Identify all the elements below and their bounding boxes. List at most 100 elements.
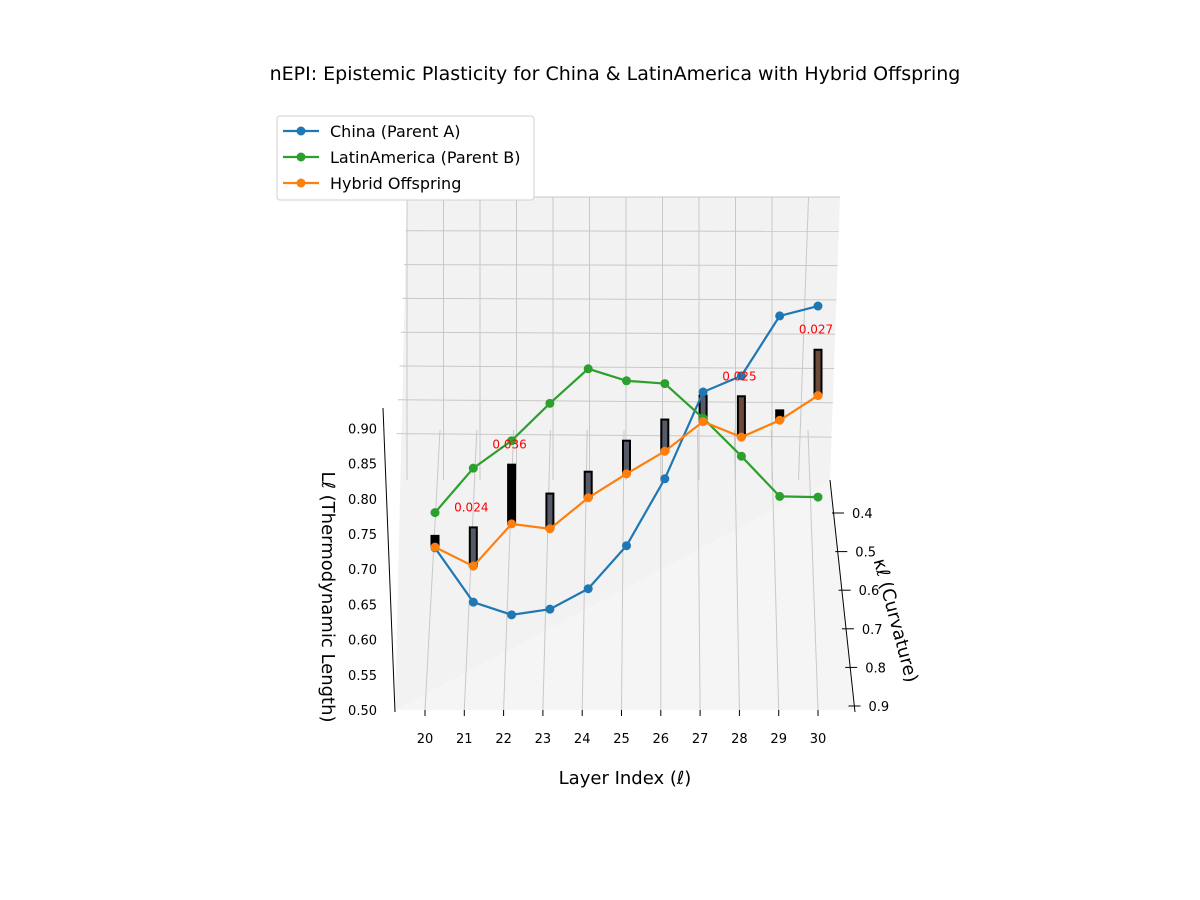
- series: [430, 301, 823, 620]
- y-tick-label: 0.60: [348, 634, 377, 649]
- y-tick-label: 0.90: [348, 422, 377, 437]
- data-point: [813, 492, 823, 502]
- x-tick-label: 24: [574, 732, 591, 747]
- y-tick-label: 0.80: [348, 493, 377, 508]
- data-point: [430, 508, 440, 518]
- data-point: [775, 415, 785, 425]
- data-point: [507, 436, 517, 446]
- legend: China (Parent A) LatinAmerica (Parent B) H…: [276, 115, 535, 201]
- grid-line: [397, 399, 833, 404]
- z-axis-line: [829, 479, 856, 713]
- data-point: [583, 584, 593, 594]
- y-tick-label: 0.55: [348, 669, 377, 684]
- legend-label: China (Parent A): [330, 122, 461, 141]
- axes-panes: [395, 197, 855, 710]
- data-point: [813, 301, 823, 311]
- data-point: [583, 493, 593, 503]
- data-point: [622, 376, 631, 386]
- y-axis-label: Lℓ (Thermodynamic Length): [317, 471, 338, 722]
- plasticity-bar: [813, 348, 823, 397]
- y-tick-label: 0.50: [348, 704, 377, 719]
- data-point: [583, 364, 593, 374]
- data-point: [622, 469, 631, 479]
- grid-line: [396, 433, 832, 438]
- x-tick-label: 25: [613, 732, 630, 747]
- y-tick-label: 0.70: [348, 563, 377, 578]
- data-point: [698, 417, 708, 427]
- plasticity-bar: [622, 439, 631, 475]
- y-tick-label: 0.75: [348, 528, 377, 543]
- annotations: 0.024 0.036 0.025 0.027: [454, 323, 833, 515]
- legend-marker: [296, 152, 306, 162]
- x-tick-label: 29: [770, 732, 787, 747]
- chart-title: nEPI: Epistemic Plasticity for China & L…: [270, 63, 961, 85]
- annotation-label: 0.025: [722, 369, 756, 383]
- legend-box: [276, 115, 535, 201]
- data-point: [622, 541, 631, 551]
- grid-line: [770, 429, 780, 711]
- bars: [430, 348, 823, 568]
- data-point: [545, 604, 555, 614]
- grid-line: [798, 196, 809, 481]
- data-point: [430, 542, 440, 552]
- legend-marker: [296, 178, 306, 188]
- data-point: [736, 371, 746, 381]
- plasticity-bar: [545, 492, 555, 530]
- floor-pane: [395, 480, 855, 710]
- x-tick-label: 26: [653, 732, 670, 747]
- grid-line: [697, 429, 701, 711]
- data-point: [775, 491, 785, 501]
- z-tick-label: 0.7: [862, 623, 883, 638]
- z-tick-label: 0.6: [859, 584, 880, 599]
- grid-line: [424, 429, 441, 711]
- annotation-label: 0.036: [492, 438, 526, 452]
- data-point: [736, 432, 746, 442]
- x-tick-label: 21: [456, 732, 473, 747]
- grid-line: [405, 230, 839, 232]
- z-tick-label: 0.4: [852, 507, 873, 522]
- x-tick-label: 28: [731, 732, 748, 747]
- data-point: [698, 387, 708, 397]
- annotation-label: 0.024: [454, 500, 488, 514]
- annotation-label: 0.027: [799, 323, 833, 337]
- grid-line: [807, 429, 819, 711]
- grid-line: [399, 365, 835, 369]
- grid: [396, 196, 840, 711]
- z-tick-label: 0.5: [855, 546, 876, 561]
- back-pane: [395, 197, 840, 710]
- grid-line: [400, 331, 836, 335]
- data-point: [468, 597, 478, 607]
- y-tick-label: 0.65: [348, 598, 377, 613]
- grid-line: [733, 429, 740, 711]
- data-point: [545, 398, 555, 408]
- data-point: [468, 561, 478, 571]
- data-point: [660, 446, 670, 456]
- data-point: [736, 451, 746, 461]
- data-point: [468, 463, 478, 473]
- y-axis-line: [382, 407, 396, 713]
- data-point: [507, 610, 517, 620]
- data-point: [545, 524, 555, 534]
- z-tick-label: 0.9: [869, 700, 890, 715]
- x-tick-label: 30: [810, 732, 827, 747]
- grid-line: [542, 429, 551, 711]
- data-point: [660, 379, 670, 389]
- grid-line: [402, 297, 837, 301]
- data-point: [775, 311, 785, 321]
- grid-line: [403, 264, 838, 267]
- data-point: [507, 519, 517, 529]
- plasticity-bar: [736, 395, 746, 439]
- z-tick-label: 0.8: [865, 661, 886, 676]
- plasticity-bar: [468, 526, 478, 568]
- x-tick-label: 23: [535, 732, 552, 747]
- plasticity-bar: [660, 418, 670, 453]
- plasticity-bar: [507, 463, 517, 525]
- x-tick-label: 27: [692, 732, 709, 747]
- x-tick-label: 22: [495, 732, 512, 747]
- legend-label: LatinAmerica (Parent B): [330, 148, 520, 167]
- grid-line: [463, 429, 478, 711]
- legend-marker: [296, 126, 306, 136]
- axes: 20 21 22 23 24 25 26 27 28 29 30 0.50 0.55 0.60 0.65 0.…: [348, 407, 890, 747]
